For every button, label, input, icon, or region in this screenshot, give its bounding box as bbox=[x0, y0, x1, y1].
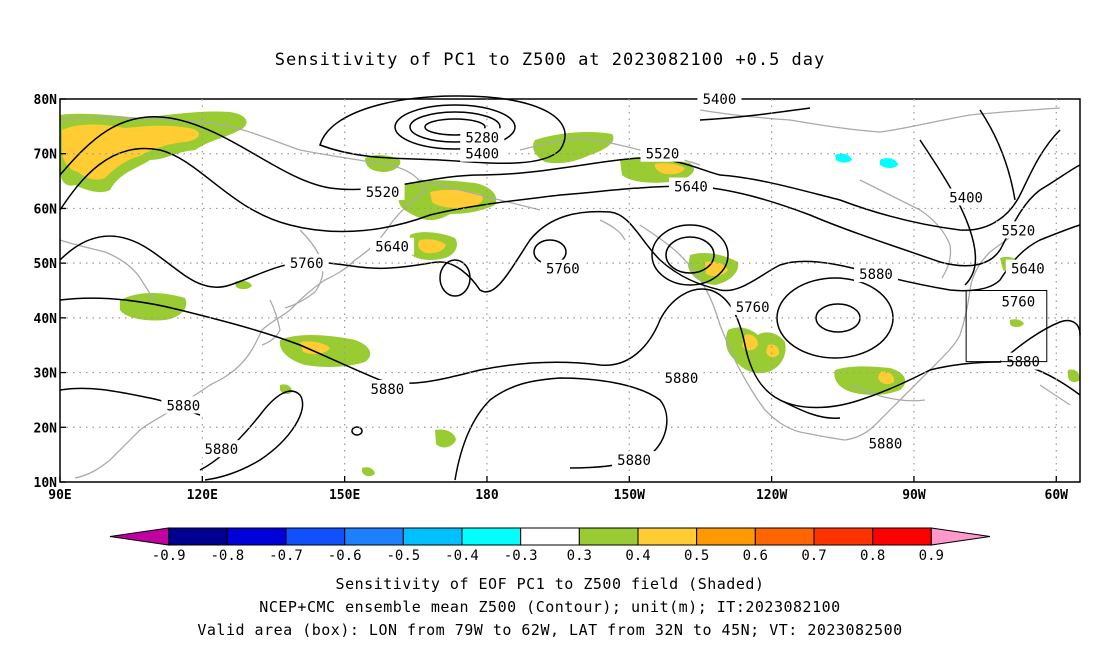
contour-label: 5760 bbox=[1001, 294, 1035, 310]
colorbar-label: 0.3 bbox=[567, 548, 592, 564]
colorbar-swatch bbox=[402, 527, 463, 546]
contour-label: 5400 bbox=[949, 190, 983, 206]
colorbar-swatch bbox=[109, 527, 170, 546]
colorbar-label: -0.7 bbox=[269, 548, 303, 564]
caption-contour: NCEP+CMC ensemble mean Z500 (Contour); u… bbox=[259, 598, 841, 616]
map-title: Sensitivity of PC1 to Z500 at 2023082100… bbox=[274, 50, 826, 70]
colorbar-swatch bbox=[754, 527, 815, 546]
colorbar-swatch bbox=[872, 527, 932, 546]
contour-label: 5880 bbox=[859, 267, 893, 283]
colorbar-swatch bbox=[344, 527, 404, 546]
contour-label: 5880 bbox=[1006, 355, 1040, 371]
lat-label: 20N bbox=[34, 421, 58, 436]
lon-label: 150W bbox=[614, 488, 645, 503]
contour-label: 5760 bbox=[290, 256, 324, 272]
contour-label: 5880 bbox=[665, 371, 699, 387]
colorbar-label: -0.9 bbox=[152, 548, 186, 564]
colorbar: -0.9 -0.8 -0.7 -0.6 -0.5 -0.4 -0.3 0.3 0.4 0.5 0.6… bbox=[109, 527, 991, 564]
colorbar-swatch bbox=[930, 527, 991, 546]
colorbar-swatch bbox=[578, 527, 639, 546]
contour-label: 5280 bbox=[465, 130, 499, 146]
colorbar-label: -0.3 bbox=[504, 548, 538, 564]
contour-label: 5520 bbox=[646, 147, 680, 163]
lat-label: 70N bbox=[34, 148, 58, 163]
lon-label: 60W bbox=[1045, 488, 1069, 503]
contour-label: 5760 bbox=[736, 300, 770, 316]
caption-shading: Sensitivity of EOF PC1 to Z500 field (Sh… bbox=[335, 575, 765, 593]
valid-area-box bbox=[965, 290, 1048, 363]
contour-label: 5880 bbox=[204, 442, 238, 458]
contour-label: 5880 bbox=[370, 382, 404, 398]
colorbar-label: 0.4 bbox=[625, 548, 650, 564]
caption-valid-area: Valid area (box): LON from 79W to 62W, L… bbox=[197, 621, 903, 639]
valid-area-rect bbox=[965, 290, 1048, 363]
colorbar-swatch bbox=[520, 527, 580, 546]
lat-label: 50N bbox=[34, 257, 58, 272]
lon-label: 180 bbox=[475, 488, 499, 503]
colorbar-label: 0.9 bbox=[919, 548, 944, 564]
colorbar-label: -0.8 bbox=[210, 548, 244, 564]
lon-label: 120W bbox=[756, 488, 787, 503]
contour-label: 5880 bbox=[617, 453, 651, 469]
colorbar-swatch bbox=[696, 527, 756, 546]
colorbar-swatch bbox=[461, 527, 522, 546]
coastlines bbox=[59, 107, 1071, 479]
colorbar-label: 0.5 bbox=[684, 548, 709, 564]
colorbar-label: 0.7 bbox=[801, 548, 826, 564]
lat-label: 40N bbox=[34, 312, 58, 327]
colorbar-swatch bbox=[813, 527, 874, 546]
lon-label: 150E bbox=[329, 488, 360, 503]
graticule bbox=[60, 99, 1080, 482]
colorbar-label: -0.4 bbox=[445, 548, 479, 564]
lon-label: 90E bbox=[48, 488, 71, 503]
contour-label: 5400 bbox=[465, 147, 499, 163]
contour-label: 5640 bbox=[674, 180, 708, 196]
colorbar-label: -0.5 bbox=[386, 548, 420, 564]
contour-label: 5400 bbox=[703, 92, 737, 108]
contour-label: 5640 bbox=[1011, 262, 1045, 278]
contour-label: 5880 bbox=[869, 437, 903, 453]
colorbar-label: 0.6 bbox=[743, 548, 768, 564]
contour-label: 5760 bbox=[546, 262, 580, 278]
contour-label: 5520 bbox=[1001, 223, 1035, 239]
lon-label: 120E bbox=[187, 488, 218, 503]
lon-label: 90W bbox=[902, 488, 926, 503]
colorbar-swatch bbox=[226, 527, 287, 546]
contour-label: 5880 bbox=[166, 398, 200, 414]
lat-label: 80N bbox=[34, 93, 58, 108]
colorbar-label: -0.6 bbox=[328, 548, 362, 564]
lat-label: 30N bbox=[34, 367, 58, 382]
map-frame bbox=[59, 98, 1081, 483]
colorbar-swatch bbox=[637, 527, 698, 546]
contour-label: 5520 bbox=[366, 185, 400, 201]
contour-label: 5640 bbox=[375, 240, 409, 256]
lat-label: 10N bbox=[34, 476, 58, 491]
colorbar-swatch bbox=[168, 527, 228, 546]
contour-labels: 5400528054005520552056405400552056405760… bbox=[161, 90, 1050, 469]
lat-label: 60N bbox=[34, 202, 58, 217]
colorbar-swatch bbox=[285, 527, 346, 546]
colorbar-label: 0.8 bbox=[860, 548, 885, 564]
